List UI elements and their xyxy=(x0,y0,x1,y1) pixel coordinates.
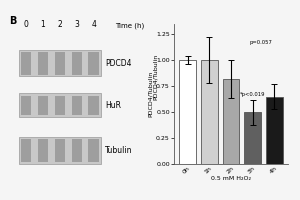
Text: PDCD4/Tubulin: PDCD4/Tubulin xyxy=(153,54,158,100)
Bar xyxy=(201,60,218,164)
Bar xyxy=(38,139,48,162)
Text: Tubulin: Tubulin xyxy=(105,146,133,155)
Text: B: B xyxy=(9,16,16,26)
Bar xyxy=(71,139,82,162)
Text: 4: 4 xyxy=(91,20,96,29)
Text: 2: 2 xyxy=(58,20,62,29)
Bar xyxy=(179,60,196,164)
Text: 0: 0 xyxy=(24,20,28,29)
Bar xyxy=(19,137,101,164)
Bar xyxy=(244,112,261,164)
Text: Time (h): Time (h) xyxy=(115,23,144,29)
Bar xyxy=(38,96,48,115)
Text: PDCD4: PDCD4 xyxy=(105,59,132,68)
Bar xyxy=(21,96,32,115)
Bar xyxy=(88,52,99,75)
Bar xyxy=(55,52,65,75)
Text: 1: 1 xyxy=(40,20,45,29)
Bar xyxy=(21,52,32,75)
Bar xyxy=(55,96,65,115)
Bar xyxy=(88,139,99,162)
Text: HuR: HuR xyxy=(105,101,121,110)
Bar xyxy=(19,50,101,76)
Y-axis label: PDCD4/Tubulin: PDCD4/Tubulin xyxy=(148,71,153,117)
Bar xyxy=(88,96,99,115)
Bar xyxy=(55,139,65,162)
Bar xyxy=(266,97,283,164)
Bar xyxy=(21,139,32,162)
X-axis label: 0.5 mM H₂O₂: 0.5 mM H₂O₂ xyxy=(211,176,251,181)
Bar xyxy=(38,52,48,75)
Text: *p<0.019: *p<0.019 xyxy=(240,92,266,97)
Bar xyxy=(71,96,82,115)
Bar xyxy=(71,52,82,75)
Text: 3: 3 xyxy=(74,20,79,29)
Bar xyxy=(223,79,239,164)
Text: p=0.057: p=0.057 xyxy=(249,40,272,45)
Bar xyxy=(19,93,101,117)
